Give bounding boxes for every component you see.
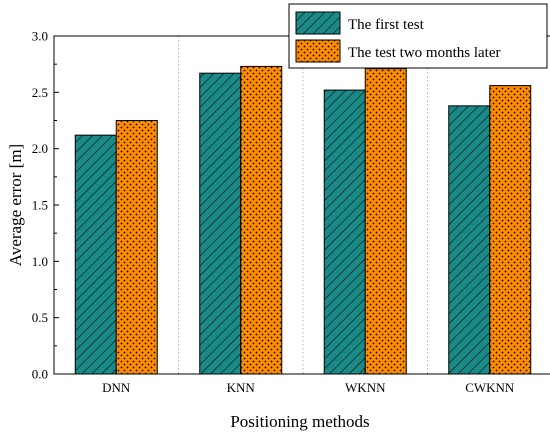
y-tick-label: 3.0 — [32, 29, 48, 44]
y-tick-label: 0.0 — [32, 367, 48, 382]
y-tick-label: 1.0 — [32, 254, 48, 269]
y-tick-label: 1.5 — [32, 198, 48, 213]
x-axis: DNN KNN WKNN CWKNN — [102, 369, 515, 395]
grid-layer — [178, 36, 428, 374]
legend: The first test The test two months later — [288, 3, 548, 69]
bar-dnn-series-2 — [115, 120, 158, 375]
y-tick-label: 0.5 — [32, 310, 48, 325]
bar-knn-series-1 — [199, 72, 242, 375]
legend-swatch-first-test — [295, 11, 341, 35]
bar-knn-series-2 — [240, 65, 283, 375]
x-tick-label-wknn: WKNN — [345, 380, 386, 395]
bar-wknn-series-2 — [364, 68, 407, 375]
legend-label-first-test: The first test — [348, 17, 425, 33]
bar-dnn-series-1 — [74, 134, 117, 375]
x-axis-title: Positioning methods — [230, 412, 369, 431]
x-tick-label-knn: KNN — [227, 380, 256, 395]
y-axis-title: Average error [m] — [6, 144, 25, 266]
bar-cwknn-series-1 — [448, 105, 491, 375]
bar-wknn-series-1 — [323, 89, 366, 375]
y-axis: 0.0 0.5 1.0 1.5 2.0 2.5 3.0 — [32, 29, 59, 382]
legend-label-two-months-later: The test two months later — [348, 45, 500, 61]
x-tick-label-cwknn: CWKNN — [465, 380, 515, 395]
y-tick-label: 2.0 — [32, 141, 48, 156]
bar-cwknn-series-2 — [489, 85, 532, 375]
legend-swatch-two-months-later — [295, 39, 341, 63]
x-tick-label-dnn: DNN — [102, 380, 131, 395]
y-tick-label: 2.5 — [32, 85, 48, 100]
bars-layer — [74, 65, 532, 375]
